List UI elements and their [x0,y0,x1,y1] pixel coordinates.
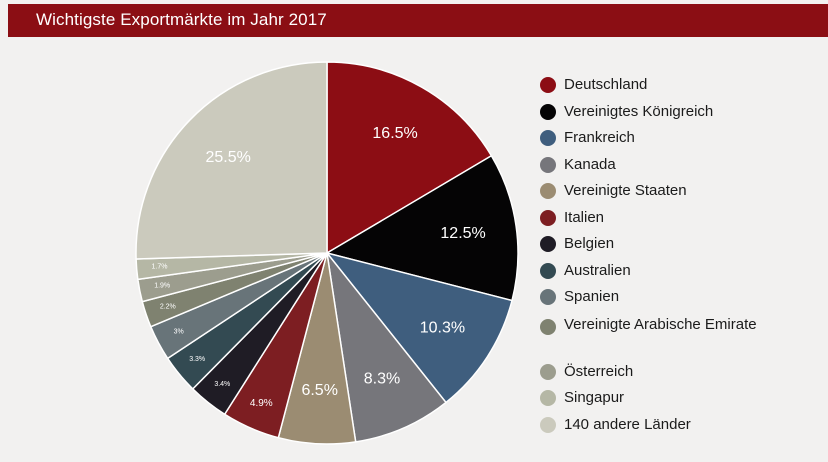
slice-label-5: 4.9% [250,398,273,409]
legend-label-2: Frankreich [564,129,635,146]
slice-label-1: 12.5% [440,225,485,242]
legend-swatch-0 [540,77,556,93]
legend-item: Singapur [540,385,820,412]
slice-label-8: 3% [174,329,184,336]
legend-label-12: 140 andere Länder [564,415,691,433]
legend-item: Deutschland [540,72,820,99]
legend-swatch-7 [540,262,556,279]
slice-label-0: 16.5% [372,125,417,142]
legend: Deutschland Vereinigtes Königreich Frankre… [540,72,820,438]
legend-item: Frankreich [540,125,820,152]
legend-swatch-6 [540,236,556,252]
pie-slice-2 [326,252,513,404]
legend-swatch-8 [540,289,556,305]
slice-label-12: 25.5% [206,149,251,166]
slice-label-3: 8.3% [364,371,400,388]
legend-label-1: Vereinigtes Königreich [564,102,714,120]
legend-item: Vereinigtes Königreich [540,99,820,126]
legend-item: Kanada [540,152,820,179]
slice-label-11: 1.7% [152,264,168,271]
legend-item: Belgien [540,231,820,258]
legend-label-8: Spanien [564,288,620,305]
legend-swatch-2 [540,130,556,146]
legend-swatch-11 [540,390,556,406]
slice-label-2: 10.3% [420,319,465,336]
legend-swatch-10 [540,363,556,380]
slice-label-4: 6.5% [301,382,337,399]
legend-item: Australien [540,258,820,285]
legend-item: Vereinigte Staaten [540,178,820,205]
legend-item: Spanien [540,284,820,311]
legend-label-0: Deutschland [564,76,648,93]
slice-label-7: 3.3% [189,356,205,363]
legend-swatch-5 [540,209,556,226]
legend-swatch-12 [540,416,556,433]
legend-label-10: Österreich [564,362,634,380]
slice-label-6: 3.4% [214,381,230,388]
legend-swatch-4 [540,183,556,199]
pie-slice-3 [326,252,447,443]
legend-label-6: Belgien [564,235,615,252]
legend-label-5: Italien [564,208,605,226]
slice-label-10: 1.9% [154,283,170,290]
chart-title: Wichtigste Exportmärkte im Jahr 2017 [36,10,327,29]
legend-swatch-9 [540,318,556,335]
legend-swatch-3 [540,156,556,173]
pie-chart: 16.5% 12.5% 10.3% 8.3% 6.5% 4.9% 3.4% 3.3% 3% 2.2… [135,61,519,445]
legend-item: 140 andere Länder [540,412,820,439]
pie-slice-0 [326,61,493,254]
legend-label-7: Australien [564,261,631,279]
legend-swatch-1 [540,103,556,120]
pie-labels: 16.5% 12.5% 10.3% 8.3% 6.5% 4.9% 3.4% 3.3% 3% 2.2… [152,125,486,409]
legend-label-4: Vereinigte Staaten [564,182,687,199]
pie-slice-12 [135,61,328,260]
pie-slice-1 [326,155,519,302]
legend-label-3: Kanada [564,155,616,173]
legend-item: Vereinigte Arabische Emirate [540,311,820,359]
slice-label-9: 2.2% [160,303,176,310]
legend-item: Italien [540,205,820,232]
title-bar: Wichtigste Exportmärkte im Jahr 2017 [8,4,828,37]
legend-label-9: Vereinigte Arabische Emirate [564,315,757,333]
pie-slices [135,61,519,445]
legend-item: Österreich [540,359,820,386]
legend-label-11: Singapur [564,389,625,406]
